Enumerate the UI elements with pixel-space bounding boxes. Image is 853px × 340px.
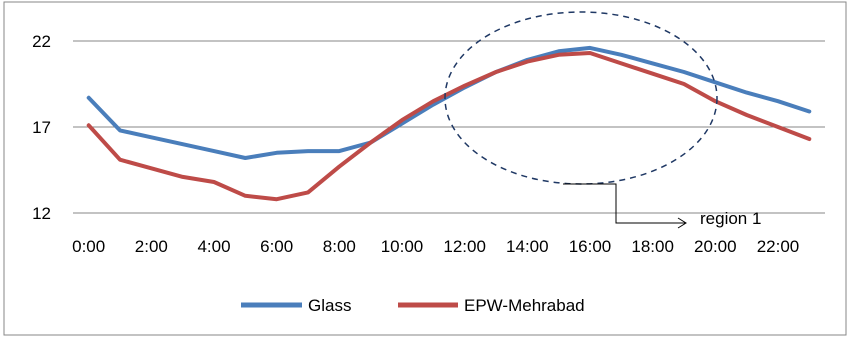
x-tick-label: 0:00: [72, 237, 105, 256]
y-tick-label: 17: [32, 118, 51, 137]
x-tick-label: 6:00: [260, 237, 293, 256]
chart-frame: [3, 1, 847, 336]
series-line-epw-mehrabad: [86, 51, 812, 202]
x-tick-label: 20:00: [694, 237, 737, 256]
legend: Glass EPW-Mehrabad: [241, 296, 585, 315]
legend-label-glass: Glass: [308, 296, 351, 315]
y-tick-label: 22: [32, 32, 51, 51]
x-tick-label: 16:00: [569, 237, 612, 256]
x-tick-label: 22:00: [757, 237, 800, 256]
x-tick-label: 12:00: [443, 237, 486, 256]
region-arrow: [563, 183, 687, 229]
series-line-glass: [86, 45, 812, 160]
x-tick-label: 10:00: [381, 237, 424, 256]
region-label: region 1: [700, 209, 761, 228]
x-tick-label: 2:00: [135, 237, 168, 256]
x-axis-ticks: 0:00 2:00 4:00 6:00 8:00 10:00 12:00 14:00 16:00…: [72, 237, 799, 256]
y-axis-ticks: 12 17 22: [32, 32, 51, 223]
series-lines: [86, 45, 812, 202]
x-tick-label: 18:00: [631, 237, 674, 256]
x-tick-label: 14:00: [506, 237, 549, 256]
x-tick-label: 8:00: [323, 237, 356, 256]
legend-label-epw: EPW-Mehrabad: [464, 296, 585, 315]
y-tick-label: 12: [32, 204, 51, 223]
grid-lines: [73, 40, 825, 214]
x-tick-label: 4:00: [197, 237, 230, 256]
